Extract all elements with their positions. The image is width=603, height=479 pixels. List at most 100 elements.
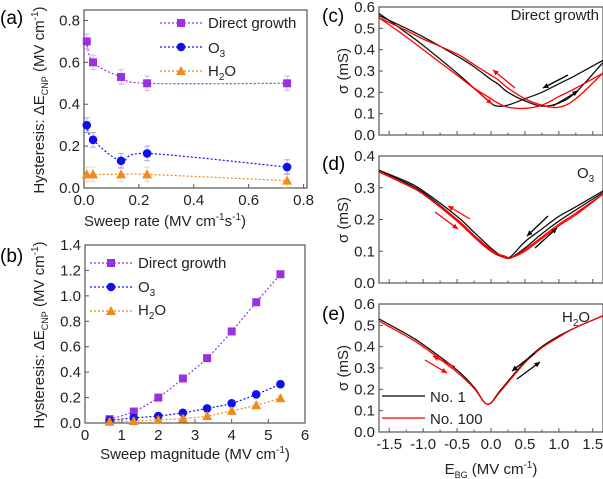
legend-marker — [106, 282, 116, 292]
x-tick-label: 2 — [154, 427, 162, 444]
y-tick-label: 0.0 — [354, 424, 375, 441]
x-tick-label: 1.5 — [582, 436, 603, 453]
y-tick-label: 0.0 — [354, 275, 375, 292]
y-tick-label: 0.3 — [354, 180, 375, 197]
x-tick-label: -1.0 — [410, 436, 436, 453]
y-tick-label: 0.4 — [354, 339, 375, 356]
x-tick-label: 6 — [301, 427, 309, 444]
legend-label: O3 — [208, 40, 226, 60]
x-tick-label: 0.0 — [74, 192, 95, 209]
xlabel-b: Sweep magnitude (MV cm-1) — [100, 445, 290, 463]
y-tick-label: 0.0 — [60, 415, 81, 432]
y-tick-label: 0.1 — [354, 403, 375, 420]
data-point — [88, 169, 99, 179]
arrow-head — [512, 365, 518, 371]
x-tick-label: 0.6 — [238, 192, 259, 209]
data-point — [275, 393, 286, 403]
panel-label-d: (d) — [322, 154, 345, 175]
legend-label: Direct growth — [208, 15, 296, 32]
data-point — [276, 379, 285, 389]
data-point — [251, 390, 261, 399]
arrow-head — [441, 368, 447, 373]
y-tick-label: 0.3 — [354, 360, 375, 377]
legend-marker — [106, 306, 116, 315]
data-point — [203, 354, 212, 363]
y-tick-label: 0.2 — [354, 84, 375, 101]
data-point — [282, 162, 292, 172]
arrow-head — [486, 98, 492, 104]
x-tick-label: 5 — [264, 427, 272, 444]
xlabel-a: Sweep rate (MV cm-1s-1) — [84, 212, 246, 230]
x-tick-label: 0 — [81, 427, 89, 444]
data-point — [177, 413, 188, 423]
arrow-head — [493, 70, 499, 76]
y-tick-label: 0.6 — [60, 339, 81, 356]
y-tick-label: 0.4 — [59, 96, 80, 113]
arrow-head — [448, 206, 454, 211]
y-tick-label: 0.1 — [354, 243, 375, 260]
sweep-curve — [378, 315, 603, 405]
data-point — [142, 169, 153, 179]
data-point — [116, 156, 126, 166]
title-d: O3 — [577, 165, 595, 185]
fit-line — [86, 41, 288, 85]
arrow-head — [572, 91, 578, 97]
legend-label: No. 1 — [430, 389, 466, 406]
data-point — [202, 411, 213, 421]
data-point — [81, 169, 92, 179]
data-point — [82, 120, 92, 130]
ylabel-a: Hysteresis: ΔECNP (MV cm-1) — [30, 6, 50, 193]
y-tick-label: 0.5 — [354, 20, 375, 37]
data-point — [227, 398, 236, 408]
legend-e: No. 1 No. 100 — [382, 389, 483, 428]
x-tick-label: 0.5 — [515, 436, 536, 453]
data-point — [154, 393, 163, 402]
xlabel-e: EBG (MV cm-1) — [445, 460, 538, 479]
data-point — [89, 58, 98, 67]
y-tick-label: 0.3 — [354, 63, 375, 80]
data-point — [282, 175, 293, 185]
legend-marker — [176, 42, 186, 52]
data-point — [116, 169, 127, 179]
sweep-curve — [378, 17, 603, 109]
legend-label: O3 — [138, 279, 156, 299]
x-tick-label: 4 — [227, 427, 235, 444]
arrow-head — [452, 223, 458, 229]
x-tick-label: 0.2 — [128, 192, 149, 209]
panel-label-a: (a) — [0, 8, 23, 29]
y-tick-label: 0.2 — [354, 381, 375, 398]
x-tick-label: -0.5 — [444, 436, 470, 453]
panel-label-b: (b) — [0, 246, 23, 267]
title-c: Direct growth — [511, 7, 599, 24]
legend-label: H2O — [208, 63, 236, 83]
x-tick-label: 0.8 — [293, 192, 314, 209]
sweep-curve — [378, 169, 603, 260]
data-point — [227, 327, 236, 336]
legend-marker — [177, 19, 185, 27]
ylabel-d: σ (mS) — [335, 197, 352, 243]
legend-label: No. 100 — [430, 411, 483, 428]
sweep-curve — [378, 17, 603, 110]
y-tick-label: 0.8 — [60, 313, 81, 330]
plot-frame — [83, 9, 308, 189]
x-tick-label: 3 — [191, 427, 199, 444]
sweep-curve — [378, 171, 603, 260]
x-tick-label: 1.0 — [548, 436, 569, 453]
data-point — [128, 416, 139, 426]
title-e: H2O — [562, 309, 590, 329]
data-point — [143, 79, 152, 88]
y-tick-label: 0.2 — [60, 390, 81, 407]
legend-marker — [107, 259, 115, 267]
y-tick-label: 0.6 — [354, 0, 375, 16]
data-point — [129, 407, 138, 416]
y-tick-label: 0.4 — [354, 148, 375, 165]
data-point — [226, 405, 237, 415]
data-point — [82, 37, 91, 46]
ylabel-c: σ (mS) — [335, 48, 352, 94]
y-tick-label: 0.6 — [354, 296, 375, 313]
y-tick-label: 0.5 — [354, 317, 375, 334]
legend-a: Direct growth O3 H2O — [208, 15, 296, 83]
y-tick-label: 0.2 — [59, 138, 80, 155]
y-tick-label: 0.4 — [60, 364, 81, 381]
